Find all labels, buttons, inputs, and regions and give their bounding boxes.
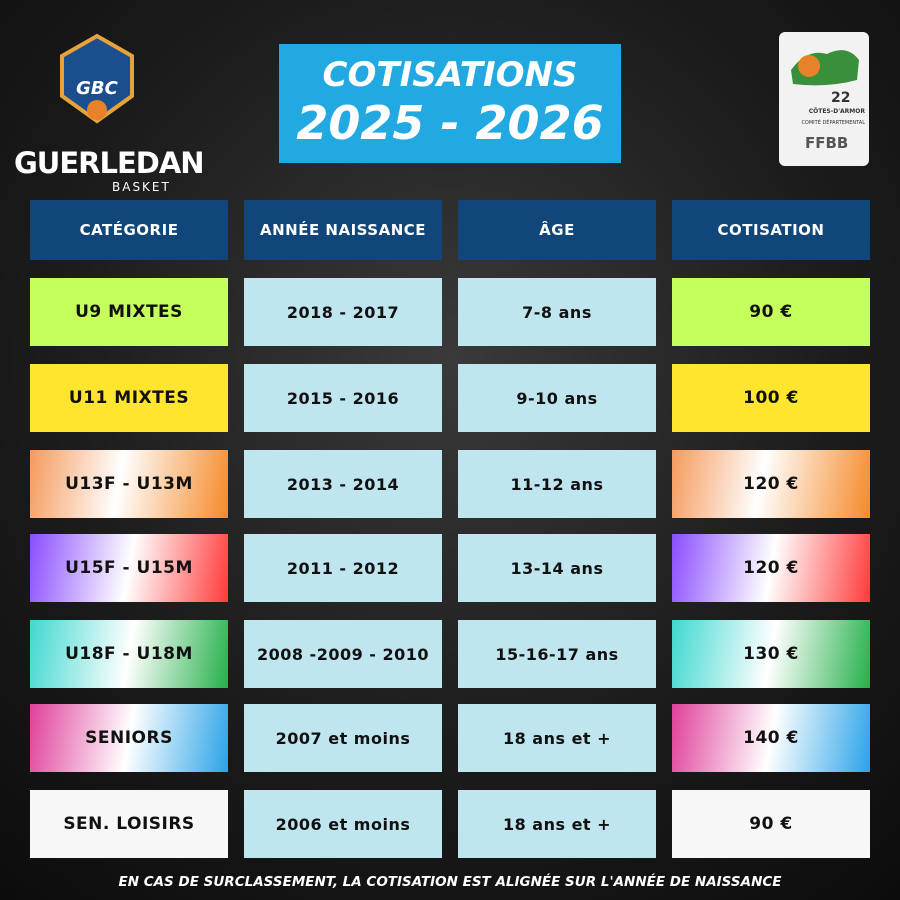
ball [798, 55, 820, 77]
table-cell: 120 € [672, 450, 870, 518]
table-cell: 120 € [672, 534, 870, 602]
table-cell: 90 € [672, 278, 870, 346]
committee-logo: 22 CÔTES-D'ARMOR COMITÉ DÉPARTEMENTAL FF… [779, 32, 869, 166]
federation: FFBB [805, 134, 849, 152]
club-name: GUERLEDAN [14, 146, 205, 180]
table-cell: 7-8 ans [458, 278, 656, 346]
club-initials: GBC [76, 78, 118, 99]
column-header: CATÉGORIE [30, 200, 228, 260]
table-cell: 90 € [672, 790, 870, 858]
table-cell: 2008 -2009 - 2010 [244, 620, 442, 688]
table-cell: 2013 - 2014 [244, 450, 442, 518]
table-cell: 18 ans et + [458, 704, 656, 772]
title-box: COTISATIONS 2025 - 2026 [279, 44, 621, 163]
table-cell: 2006 et moins [244, 790, 442, 858]
committee-number: 22 [831, 90, 851, 106]
club-subname: BASKET [112, 180, 171, 194]
club-emblem: GBC [60, 33, 134, 124]
table-cell: 15-16-17 ans [458, 620, 656, 688]
table-cell: 11-12 ans [458, 450, 656, 518]
footer-note: EN CAS DE SURCLASSEMENT, LA COTISATION E… [118, 874, 782, 890]
table-cell: 2011 - 2012 [244, 534, 442, 602]
table-cell: U11 MIXTES [30, 364, 228, 432]
shield [60, 33, 134, 124]
table-cell: 2015 - 2016 [244, 364, 442, 432]
table-cell: SENIORS [30, 704, 228, 772]
committee-region: CÔTES-D'ARMOR [808, 108, 865, 115]
table-cell: 2018 - 2017 [244, 278, 442, 346]
table-cell: 18 ans et + [458, 790, 656, 858]
table-cell: U15F - U15M [30, 534, 228, 602]
club-logo: GBC [52, 26, 142, 126]
table-cell: 2007 et moins [244, 704, 442, 772]
column-header: ÂGE [458, 200, 656, 260]
table-cell: U13F - U13M [30, 450, 228, 518]
committee-emblem [791, 50, 859, 86]
committee-label: COMITÉ DÉPARTEMENTAL [801, 120, 865, 126]
table-cell: SEN. LOISIRS [30, 790, 228, 858]
table-cell: 13-14 ans [458, 534, 656, 602]
table-cell: U18F - U18M [30, 620, 228, 688]
title-line-2: 2025 - 2026 [296, 96, 604, 150]
table-cell: 130 € [672, 620, 870, 688]
ball [87, 100, 107, 120]
table-cell: U9 MIXTES [30, 278, 228, 346]
column-header: ANNÉE NAISSANCE [244, 200, 442, 260]
column-header: COTISATION [672, 200, 870, 260]
table-cell: 140 € [672, 704, 870, 772]
table-cell: 100 € [672, 364, 870, 432]
title-line-1: COTISATIONS [322, 55, 578, 95]
table-cell: 9-10 ans [458, 364, 656, 432]
